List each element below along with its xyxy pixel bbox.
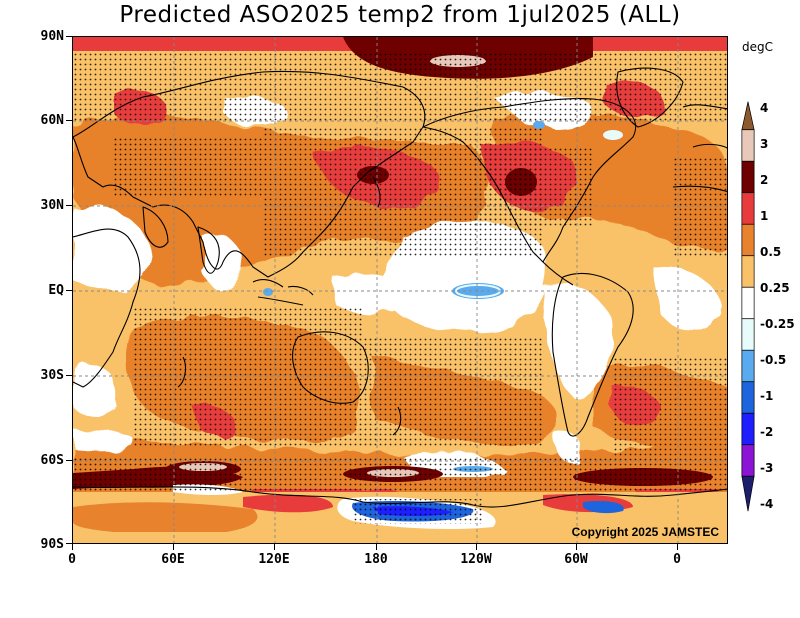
lon-label-60w: 60W [564,552,588,567]
colorbar-segment [741,192,755,225]
stipple-south-atlantic [613,357,727,457]
coastline-south-america [551,273,634,437]
colorbar-segment [741,286,755,320]
tick-lat-30s [66,375,72,376]
colorbar-label-neg-0.5: -0.5 [760,353,787,367]
tick-lat-90n [66,36,72,37]
colorbar-label-neg-3: -3 [760,461,774,475]
antarctica-warm-patch [73,502,258,536]
coastline-japan [372,176,381,208]
anomaly-region-neutral [553,431,582,464]
colorbar-label-neg-1: -1 [760,389,774,403]
colorbar-label-1: 1 [760,209,769,223]
temperature-anomaly-map: Copyright 2025 JAMSTEC [72,36,728,544]
anomaly-cold-indonesia [263,288,273,296]
colorbar-segment [741,101,755,131]
colorbar-segment [741,223,755,257]
lat-label-60s: 60S [40,453,64,468]
tick-lon-60w [576,544,577,550]
tick-lat-eq [66,290,72,291]
tick-lon-0-east [677,544,678,550]
lat-label-90s: 90S [40,537,64,552]
lon-label-180: 180 [364,552,388,567]
stipple-south-pacific [363,337,543,447]
colorbar-segment [741,160,755,194]
anomaly-region-neutral [543,283,613,397]
coastline-north-america [422,98,636,263]
coastline-greenland [616,67,684,128]
colorbar-label-2: 2 [760,173,769,187]
colorbar-segment [741,129,755,162]
tick-lat-60n [66,120,72,121]
colorbar-segment [741,318,755,351]
graticule [73,37,727,543]
tick-lon-60e [173,544,174,550]
lon-label-120e: 120E [258,552,290,567]
lon-label-120w: 120W [460,552,492,567]
coastline-india [197,226,220,274]
tick-lat-30n [66,205,72,206]
stipple-eurasia [113,137,263,197]
coastline-eurasia [73,70,426,278]
lon-label-60e: 60E [161,552,185,567]
coastline-new-zealand [392,406,402,436]
colorbar-segment [741,475,755,512]
colorbar-unit: degC [742,40,773,54]
colorbar-label-4: 4 [760,101,769,115]
lat-label-90n: 90N [40,29,64,44]
lat-label-30s: 30S [40,368,64,383]
tick-lon-0 [72,544,73,550]
antarctica-cold-weddell [583,501,624,514]
anomaly-region-neutral [73,206,153,291]
anomaly-region-neutral [333,272,413,314]
colorbar-label-neg-2: -2 [760,425,774,439]
coastline-arabia [142,206,169,248]
colorbar-segment [741,412,755,446]
coastline-australia [292,331,369,404]
colorbar [741,101,755,512]
tick-lon-180 [376,544,377,550]
lon-label-0-east: 0 [673,552,681,567]
anomaly-region-neutral [73,430,135,453]
colorbar-segment [741,255,755,288]
stipple-southern-ocean [73,457,727,492]
colorbar-label-0.25: 0.25 [760,281,790,295]
lat-label-30n: 30N [40,198,64,213]
colorbar-label-neg-0.25: -0.25 [760,317,795,331]
anomaly-region-neutral [73,364,119,417]
colorbar-label-0.5: 0.5 [760,245,782,259]
coastline-africa [73,228,141,388]
anomaly-region-neutral [653,266,723,331]
coastline-europe [672,104,727,193]
stipple-indian-ocean [133,307,363,447]
tick-lat-60s [66,460,72,461]
stipple-north-america [473,147,593,227]
antarctica-hot-patch [243,494,333,513]
colorbar-label-3: 3 [760,137,769,151]
tick-lat-90s [66,543,72,544]
lat-label-eq: EQ [48,283,64,298]
map-title: Predicted ASO2025 temp2 from 1jul2025 (A… [119,2,681,28]
coastline-antarctica [73,486,727,508]
coastlines [73,67,727,508]
tick-lon-120w [476,544,477,550]
anomaly-cool-canada [603,130,623,140]
colorbar-label-neg-4: -4 [760,497,774,511]
map-svg [73,37,727,543]
colorbar-segment [741,444,755,477]
south-pole-band [73,532,727,543]
colorbar-segment [741,381,755,414]
lat-label-60n: 60N [40,113,64,128]
colorbar-segment [741,349,755,383]
stipple-atlantic [673,157,727,257]
coastline-central-america [542,261,574,286]
lon-label-0: 0 [68,552,76,567]
coastline-madagascar [177,356,187,388]
tick-lon-120e [274,544,275,550]
copyright-notice: Copyright 2025 JAMSTEC [571,525,719,539]
significance-stippling [73,51,727,524]
coastline-indonesia [252,278,314,306]
